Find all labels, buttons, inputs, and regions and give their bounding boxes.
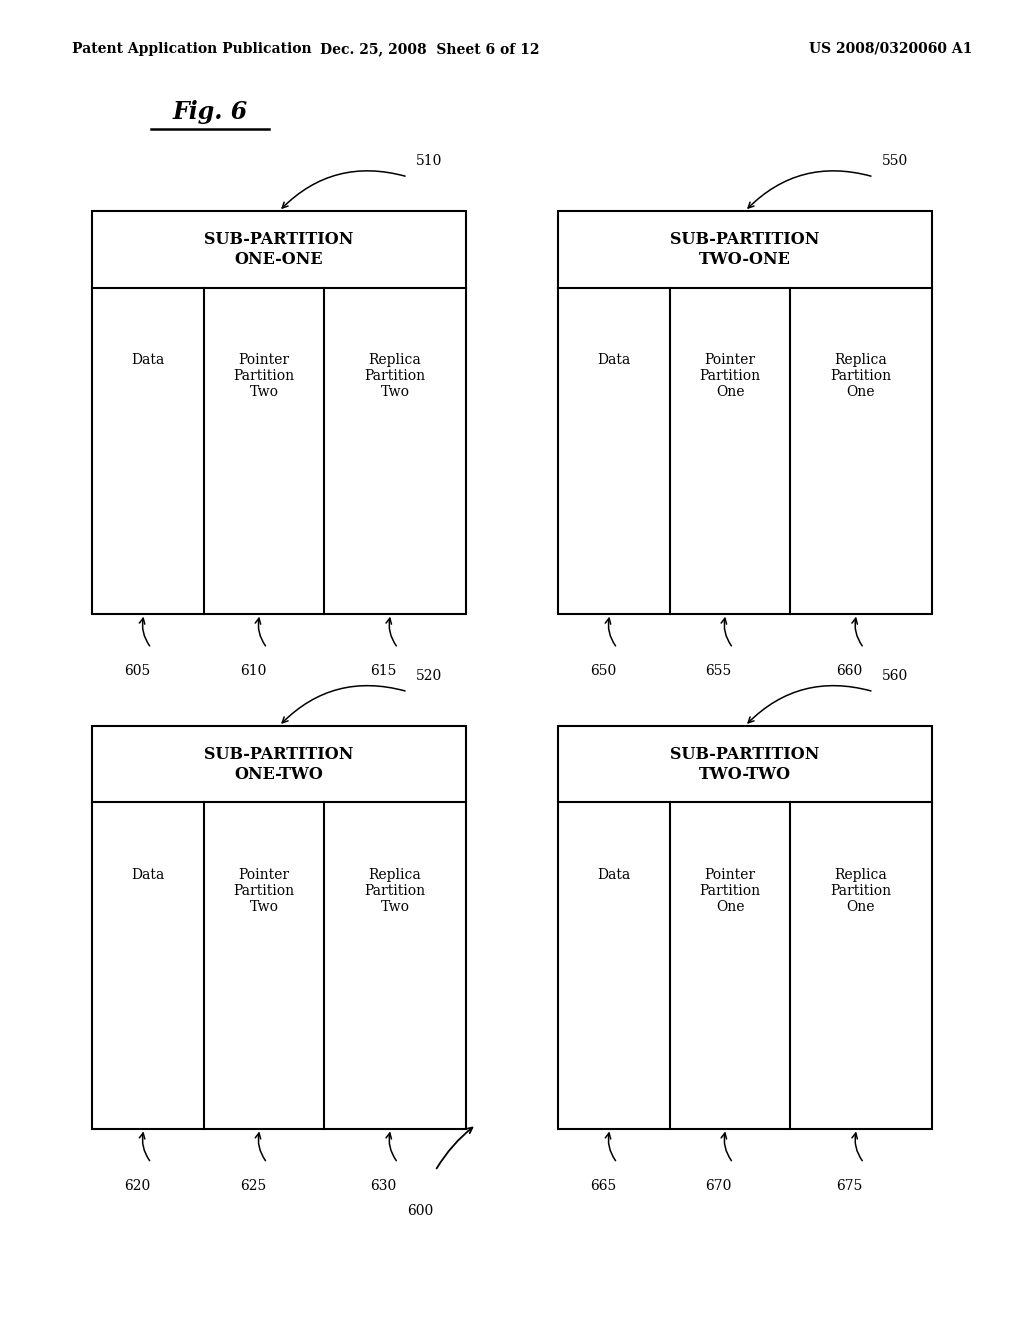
Bar bbox=[558, 211, 932, 614]
Bar bbox=[92, 211, 466, 614]
Text: 655: 655 bbox=[706, 664, 732, 678]
Text: 625: 625 bbox=[240, 1179, 266, 1193]
Text: US 2008/0320060 A1: US 2008/0320060 A1 bbox=[809, 42, 973, 55]
Text: Pointer
Partition
Two: Pointer Partition Two bbox=[233, 352, 295, 400]
Text: 600: 600 bbox=[407, 1204, 433, 1218]
Text: 615: 615 bbox=[371, 664, 397, 678]
Text: 560: 560 bbox=[882, 669, 908, 682]
Text: 630: 630 bbox=[371, 1179, 396, 1193]
Text: SUB-PARTITION
TWO-ONE: SUB-PARTITION TWO-ONE bbox=[671, 231, 819, 268]
Text: Data: Data bbox=[598, 867, 631, 882]
Bar bbox=[92, 726, 466, 1129]
Text: 675: 675 bbox=[837, 1179, 863, 1193]
Text: 550: 550 bbox=[882, 154, 908, 168]
Text: Pointer
Partition
One: Pointer Partition One bbox=[699, 352, 761, 400]
Text: Data: Data bbox=[132, 867, 165, 882]
Text: Replica
Partition
One: Replica Partition One bbox=[830, 867, 891, 915]
Bar bbox=[558, 726, 932, 1129]
Text: 520: 520 bbox=[416, 669, 442, 682]
Text: Replica
Partition
One: Replica Partition One bbox=[830, 352, 891, 400]
Text: 660: 660 bbox=[837, 664, 862, 678]
Text: Replica
Partition
Two: Replica Partition Two bbox=[365, 352, 425, 400]
Text: SUB-PARTITION
TWO-TWO: SUB-PARTITION TWO-TWO bbox=[671, 746, 819, 783]
Text: 650: 650 bbox=[590, 664, 616, 678]
Text: 670: 670 bbox=[706, 1179, 732, 1193]
Text: 510: 510 bbox=[416, 154, 442, 168]
Text: 610: 610 bbox=[240, 664, 266, 678]
Text: Data: Data bbox=[132, 352, 165, 367]
Text: Dec. 25, 2008  Sheet 6 of 12: Dec. 25, 2008 Sheet 6 of 12 bbox=[321, 42, 540, 55]
Text: Data: Data bbox=[598, 352, 631, 367]
Text: 605: 605 bbox=[124, 664, 151, 678]
Text: 620: 620 bbox=[124, 1179, 151, 1193]
Text: Replica
Partition
Two: Replica Partition Two bbox=[365, 867, 425, 915]
Text: 665: 665 bbox=[590, 1179, 616, 1193]
Text: Patent Application Publication: Patent Application Publication bbox=[72, 42, 311, 55]
Text: Fig. 6: Fig. 6 bbox=[172, 100, 248, 124]
Text: SUB-PARTITION
ONE-ONE: SUB-PARTITION ONE-ONE bbox=[205, 231, 353, 268]
Text: Pointer
Partition
Two: Pointer Partition Two bbox=[233, 867, 295, 915]
Text: SUB-PARTITION
ONE-TWO: SUB-PARTITION ONE-TWO bbox=[205, 746, 353, 783]
Text: Pointer
Partition
One: Pointer Partition One bbox=[699, 867, 761, 915]
